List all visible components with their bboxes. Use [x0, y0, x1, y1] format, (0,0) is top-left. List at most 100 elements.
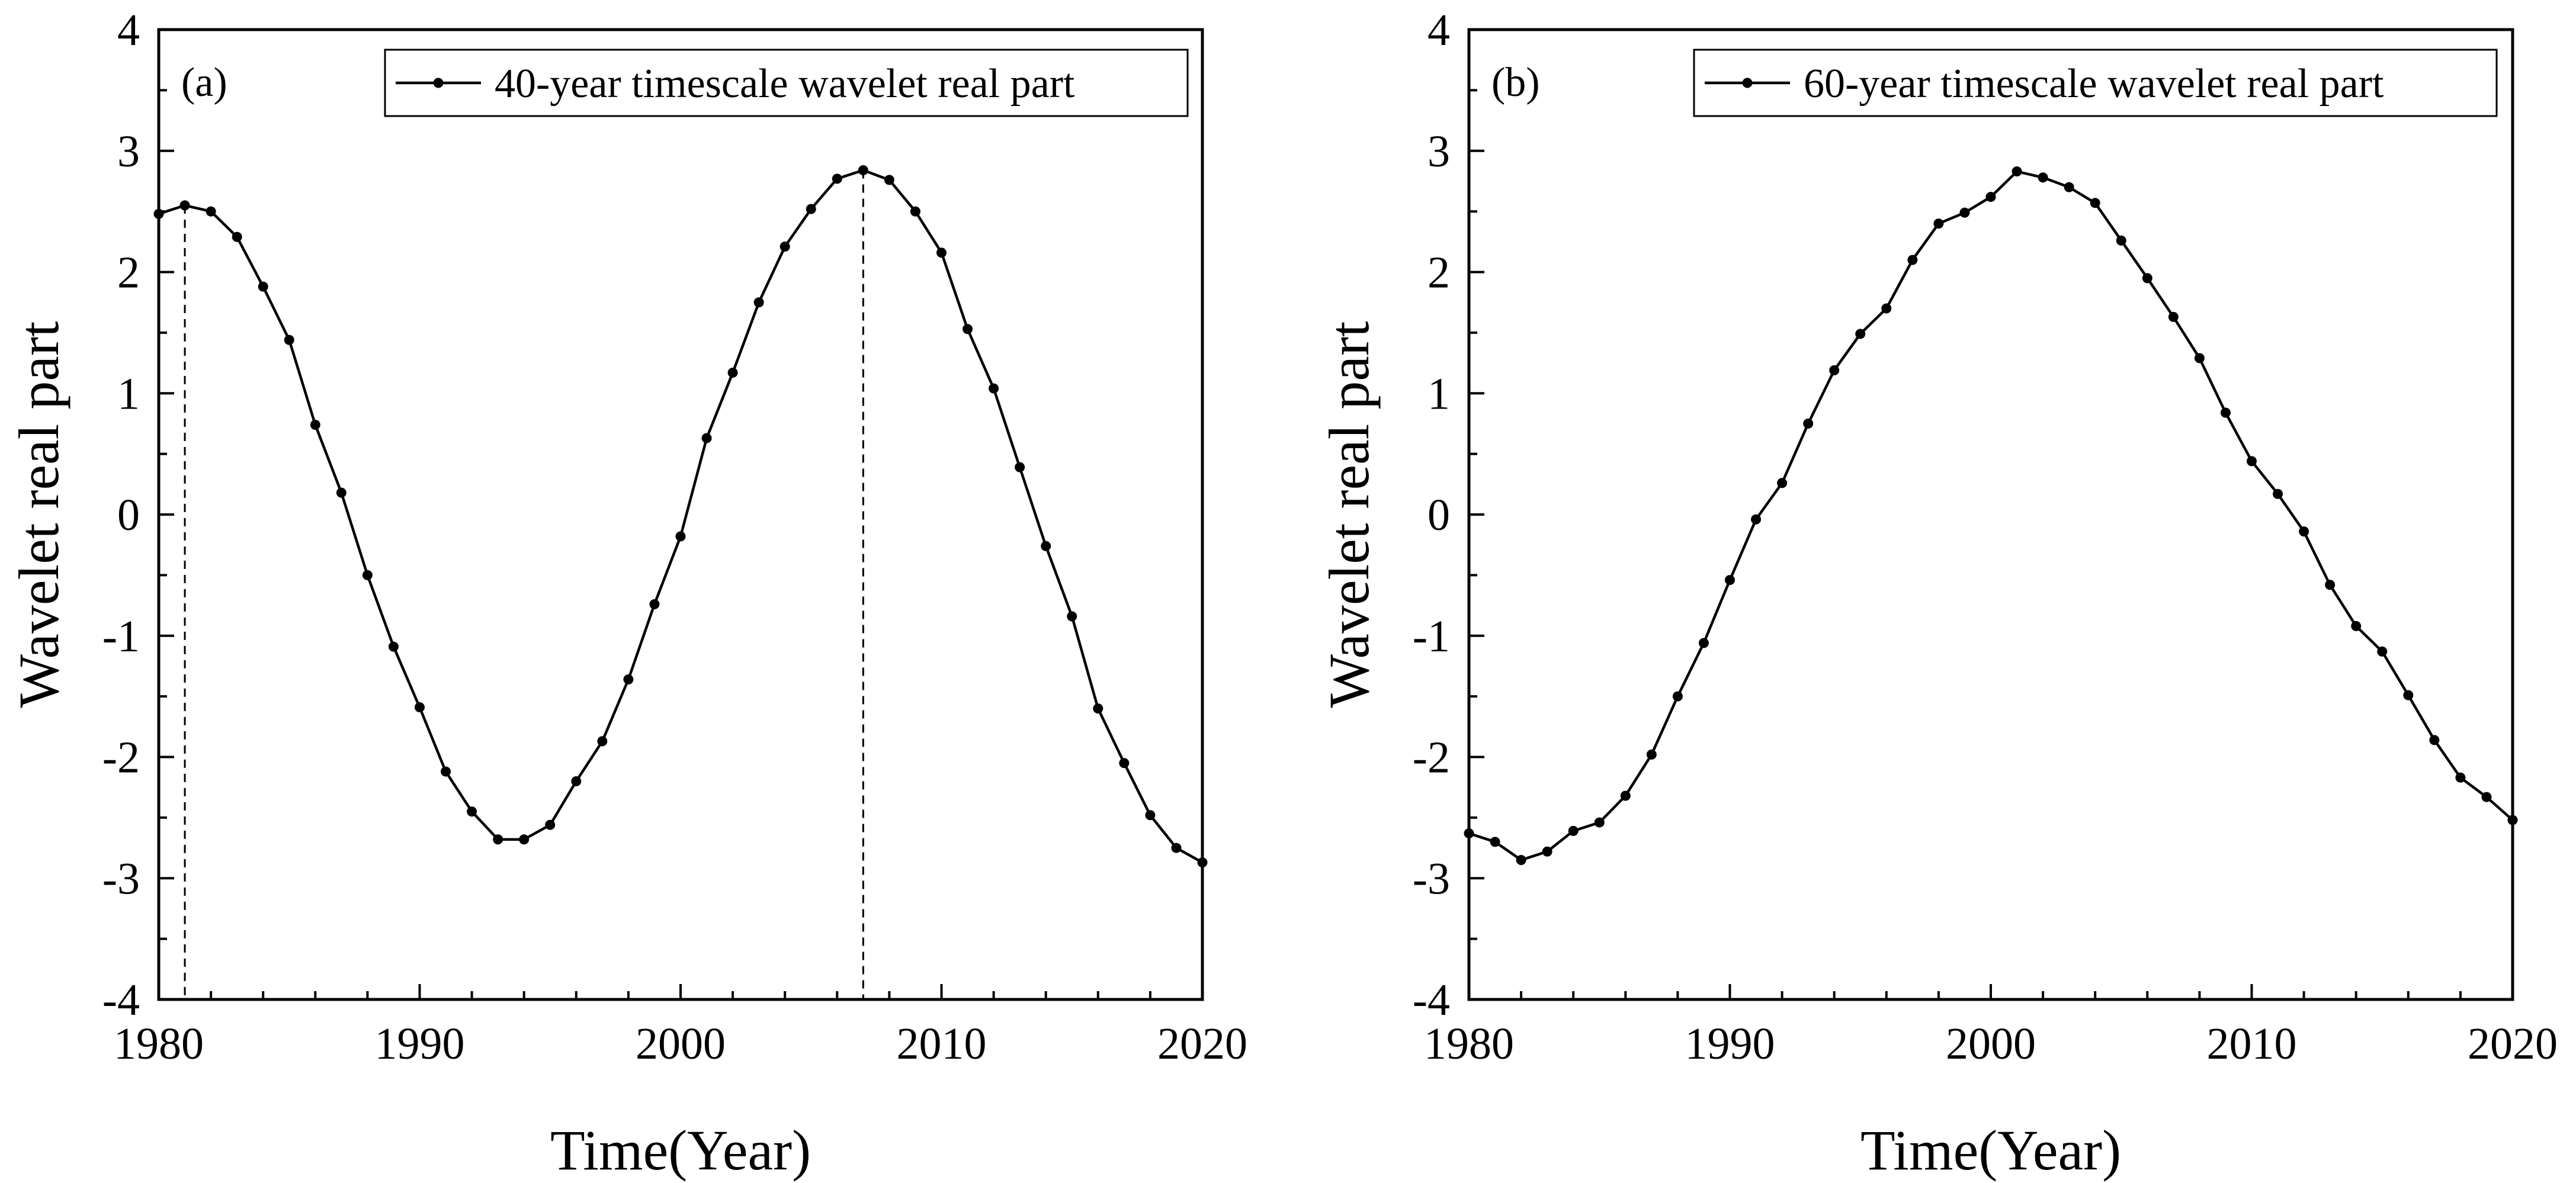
data-point	[1490, 837, 1500, 847]
x-tick-label: 2000	[636, 1019, 726, 1069]
data-point	[258, 281, 268, 292]
data-point	[2012, 166, 2022, 177]
y-tick-label: 4	[117, 5, 140, 55]
chart-panel-a: 1980 1990 2000 2010 2020 4 3 2 1 0 -1 -2 -3 -4 Time(Ye…	[7, 5, 1247, 1182]
panel-label: (a)	[181, 60, 227, 105]
y-tick-label: 1	[117, 369, 140, 419]
legend-label: 60-year timescale wavelet real part	[1804, 61, 2384, 107]
data-point	[2377, 646, 2388, 657]
data-point	[2481, 792, 2492, 802]
data-point	[1933, 218, 1944, 229]
y-tick-label: -3	[1413, 854, 1450, 904]
data-point	[2194, 353, 2205, 364]
data-point	[727, 367, 738, 378]
x-tick-label: 1990	[1685, 1019, 1775, 1069]
data-point	[545, 819, 556, 830]
data-point	[963, 324, 973, 335]
data-point	[519, 834, 530, 845]
data-point	[858, 165, 868, 176]
x-tick-label: 2010	[2207, 1019, 2297, 1069]
data-point	[832, 173, 842, 184]
data-point	[1594, 817, 1605, 828]
data-point	[1119, 758, 1130, 769]
data-point	[2142, 273, 2152, 284]
data-point	[2403, 690, 2414, 700]
panel-label: (b)	[1491, 60, 1540, 105]
x-tick-label: 2020	[2468, 1019, 2558, 1069]
y-tick-label: 0	[1427, 490, 1450, 540]
data-point	[597, 736, 608, 747]
x-tick-label: 2000	[1946, 1019, 2036, 1069]
y-tick-label: 1	[1427, 369, 1450, 419]
y-tick-label: -4	[102, 975, 140, 1025]
data-point	[2247, 456, 2257, 467]
data-point	[2299, 526, 2309, 537]
legend: 60-year timescale wavelet real part	[1693, 49, 2498, 117]
legend-marker	[1742, 78, 1753, 88]
data-point	[206, 206, 216, 217]
chart-panel-b: 1980 1990 2000 2010 2020 4 3 2 1 0 -1 -2 -3 -4 Time(Ye…	[1317, 5, 2558, 1182]
y-tick-label: -4	[1413, 975, 1450, 1025]
legend-box	[1693, 49, 2498, 117]
data-point	[1985, 192, 1996, 202]
data-point	[675, 531, 686, 542]
data-point	[1725, 575, 1735, 586]
x-tick-label: 2010	[897, 1019, 987, 1069]
data-point	[1067, 611, 1077, 622]
y-tick-label: 4	[1427, 5, 1450, 55]
data-point	[1672, 691, 1683, 702]
data-point	[2351, 621, 2362, 631]
data-point	[1171, 843, 1182, 853]
data-point	[1145, 810, 1156, 821]
data-point	[1855, 329, 1866, 339]
data-point	[2273, 488, 2283, 499]
legend-marker	[433, 78, 444, 88]
y-tick-label: 2	[1427, 248, 1450, 298]
data-point	[388, 641, 399, 652]
legend-box	[384, 49, 1189, 117]
data-point	[2116, 235, 2126, 246]
data-point	[2325, 580, 2336, 590]
data-point	[2429, 735, 2440, 745]
y-tick-label: 3	[117, 127, 140, 176]
data-point	[1777, 478, 1788, 488]
data-point	[1568, 825, 1579, 836]
data-point	[701, 433, 712, 443]
data-point	[1829, 365, 1840, 375]
data-point	[1959, 207, 1970, 218]
y-tick-label: -3	[102, 854, 140, 904]
plot-frame	[1467, 28, 2514, 1001]
series-line	[158, 169, 1204, 864]
y-tick-label: -1	[1413, 612, 1450, 661]
y-tick-label: 0	[117, 490, 140, 540]
data-point	[806, 204, 816, 214]
y-tick-label: 3	[1427, 127, 1450, 176]
data-point	[623, 674, 634, 684]
data-point	[467, 806, 477, 817]
y-tick-label: 2	[117, 248, 140, 298]
x-tick-label: 1980	[114, 1019, 204, 1069]
data-point	[571, 776, 582, 786]
data-point	[1093, 703, 1103, 714]
data-point	[2220, 407, 2231, 418]
data-point	[936, 247, 947, 258]
data-point	[989, 383, 999, 394]
data-point	[1698, 638, 1709, 648]
data-point	[362, 570, 373, 580]
data-point	[310, 419, 320, 430]
y-tick-label: -2	[102, 733, 140, 783]
x-tick-label: 2020	[1157, 1019, 1247, 1069]
data-point	[1646, 749, 1657, 760]
series-line	[1468, 170, 2514, 861]
legend: 40-year timescale wavelet real part	[384, 49, 1189, 117]
data-point	[2064, 182, 2074, 192]
data-point	[753, 297, 764, 308]
x-tick-label: 1990	[375, 1019, 465, 1069]
data-point	[2168, 311, 2179, 322]
data-point	[1751, 514, 1762, 525]
data-point	[1516, 855, 1526, 866]
data-point	[2455, 772, 2466, 783]
data-point	[284, 335, 294, 345]
data-point	[2038, 172, 2048, 183]
